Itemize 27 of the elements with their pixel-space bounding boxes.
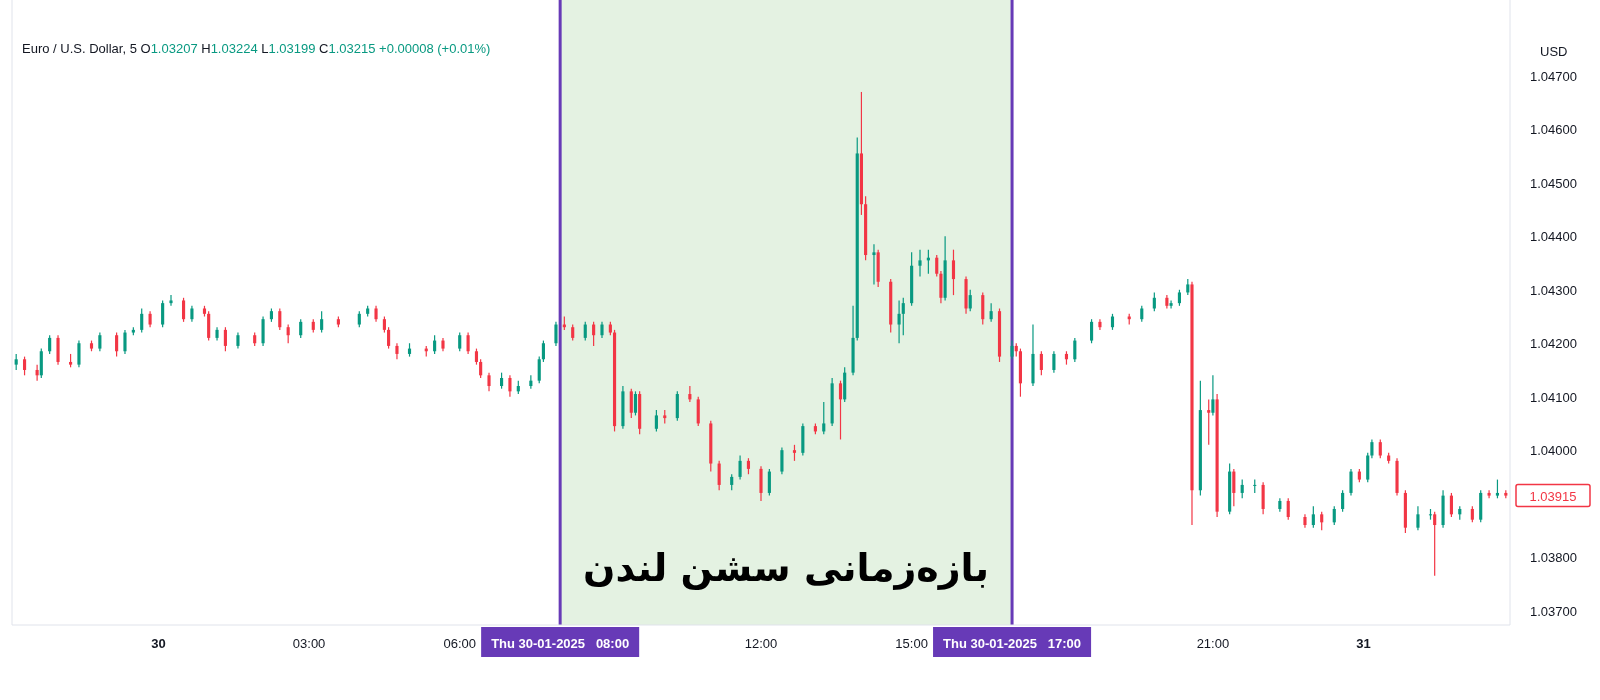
x-tick-label: 21:00	[1196, 636, 1230, 651]
x-tick-label: 30	[151, 636, 166, 651]
ref-line-label: Thu 30-01-2025 17:00	[943, 636, 1082, 651]
text: O1.03207 H1.03224 L1.03199 C1.03215 +0.00008 (+0.01%)	[140, 41, 491, 56]
x-tick-label: 31	[1356, 636, 1371, 651]
y-tick-label: 1.04300	[1530, 282, 1577, 298]
x-tick-label: 03:00	[292, 636, 326, 651]
text: Euro / U.S. Dollar, 5	[22, 41, 141, 56]
ref-line-label: Thu 30-01-2025 08:00	[491, 636, 630, 651]
x-tick-label: 12:00	[744, 636, 778, 651]
price-label: 1.03915	[1515, 483, 1591, 508]
y-tick-label: 1.04700	[1530, 68, 1577, 84]
y-tick-label: 1.04000	[1530, 443, 1577, 459]
y-tick-label: 1.04200	[1530, 336, 1577, 352]
ref-label: Thu 30-01-2025 17:00	[933, 627, 1092, 657]
annotation: 1.03915	[1529, 488, 1577, 504]
y-tick-label: 1.04600	[1530, 122, 1577, 138]
x-tick-label: 06:00	[443, 636, 476, 651]
ref-label: Thu 30-01-2025 08:00	[481, 627, 640, 657]
band-label: بازه‌زمانی سشن لندن	[583, 546, 990, 591]
y-tick-label: 1.03800	[1530, 550, 1577, 566]
y-tick-label: 1.04500	[1530, 175, 1577, 191]
x-tick-label: 15:00	[895, 636, 928, 651]
y-tick-label: 1.03700	[1530, 603, 1577, 619]
y-tick-label: 1.04400	[1530, 229, 1577, 245]
y-axis-title: USD	[1540, 44, 1568, 59]
y-tick-label: 1.04100	[1530, 389, 1577, 405]
